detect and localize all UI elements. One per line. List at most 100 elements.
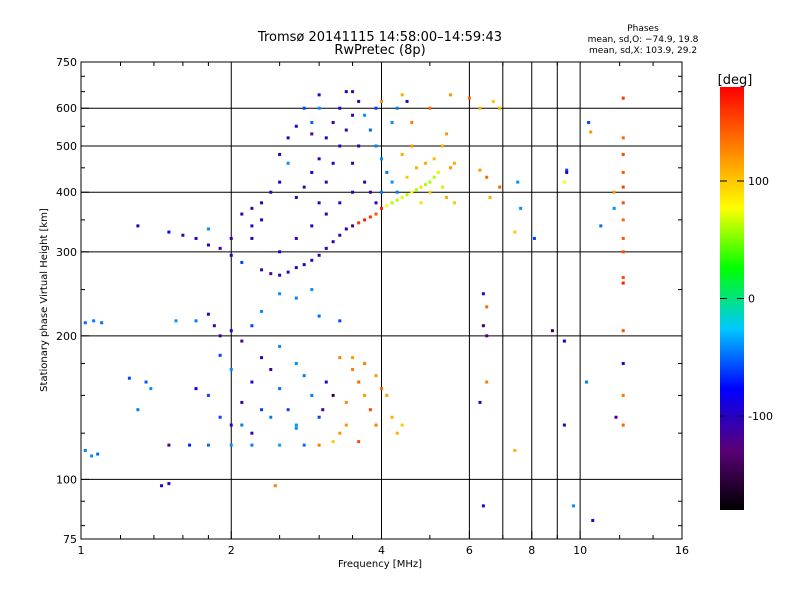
data-point	[278, 180, 282, 184]
data-point	[432, 175, 436, 179]
data-point	[532, 236, 536, 240]
data-point	[294, 361, 298, 365]
data-point	[344, 128, 348, 132]
data-point	[278, 443, 282, 447]
data-point	[621, 170, 625, 174]
y-tick-label: 300	[56, 246, 77, 259]
data-point	[136, 408, 140, 412]
data-point	[273, 484, 277, 488]
data-point	[206, 393, 210, 397]
data-point	[445, 132, 449, 136]
y-tick-label: 750	[56, 56, 77, 69]
data-point	[286, 161, 290, 165]
data-point	[127, 376, 131, 380]
data-point	[351, 190, 355, 194]
phase-box-line-o: mean, sd,O: −74.9, 19.8	[588, 35, 699, 45]
data-point	[302, 374, 306, 378]
data-point	[250, 431, 254, 435]
data-point	[302, 106, 306, 110]
data-point	[481, 292, 485, 296]
data-point	[324, 180, 328, 184]
data-point	[136, 224, 140, 228]
data-point	[250, 443, 254, 447]
data-point	[149, 387, 153, 391]
data-point	[351, 90, 355, 94]
data-point	[621, 96, 625, 100]
data-point	[478, 106, 482, 110]
data-point	[324, 246, 328, 250]
data-point	[390, 180, 394, 184]
data-point	[368, 215, 372, 219]
data-point	[331, 393, 335, 397]
data-point	[488, 195, 492, 199]
colorbar-label: [deg]	[718, 73, 753, 88]
data-point	[278, 387, 282, 391]
data-point	[587, 121, 591, 125]
data-point	[278, 152, 282, 156]
data-point	[414, 188, 418, 192]
data-point	[294, 195, 298, 199]
data-point	[410, 121, 414, 125]
data-point	[414, 166, 418, 170]
data-point	[302, 263, 306, 267]
data-point	[357, 144, 361, 148]
data-point	[441, 185, 445, 189]
data-point	[194, 236, 198, 240]
data-point	[269, 272, 273, 276]
data-point	[357, 440, 361, 444]
data-point	[206, 243, 210, 247]
data-point	[363, 113, 367, 117]
data-point	[449, 166, 453, 170]
data-point	[390, 201, 394, 205]
data-point	[380, 206, 383, 210]
data-point	[324, 380, 328, 384]
y-tick-label: 75	[63, 533, 77, 546]
data-point	[621, 250, 625, 254]
y-tick-label: 100	[56, 473, 77, 486]
data-point	[621, 236, 625, 240]
data-point	[331, 440, 335, 444]
x-tick-label: 2	[228, 544, 235, 557]
data-point	[90, 454, 94, 458]
data-point	[621, 152, 625, 156]
data-point	[405, 193, 409, 197]
x-axis-label: Frequency [MHz]	[338, 559, 422, 570]
grid-lines	[81, 62, 682, 539]
data-point	[589, 130, 593, 134]
data-point	[250, 206, 254, 210]
data-point	[374, 106, 378, 110]
x-tick-label: 6	[466, 544, 473, 557]
data-point	[250, 380, 254, 384]
data-point	[385, 393, 389, 397]
x-tick-label: 8	[528, 544, 535, 557]
data-point	[452, 161, 456, 165]
data-point	[491, 99, 495, 103]
data-point	[405, 175, 409, 179]
data-point	[317, 201, 321, 205]
data-point	[445, 195, 449, 199]
data-point	[428, 106, 432, 110]
data-point	[294, 124, 298, 128]
data-point	[351, 113, 355, 117]
data-point	[229, 423, 233, 427]
data-point	[485, 380, 489, 384]
data-point	[229, 367, 233, 371]
data-point	[240, 400, 244, 404]
data-point	[331, 121, 335, 125]
data-point	[363, 180, 367, 184]
chart-subtitle: RwPretec (8p)	[334, 43, 425, 58]
data-point	[218, 246, 222, 250]
data-point	[181, 233, 185, 237]
data-point	[302, 443, 306, 447]
data-point	[324, 136, 328, 140]
phase-box-title: Phases	[627, 24, 659, 34]
data-point	[218, 353, 222, 357]
data-point	[260, 408, 264, 412]
data-point	[310, 288, 314, 292]
data-point	[621, 281, 625, 285]
data-point	[390, 121, 394, 125]
data-point	[585, 380, 589, 384]
data-point	[229, 253, 233, 257]
data-point	[294, 236, 298, 240]
